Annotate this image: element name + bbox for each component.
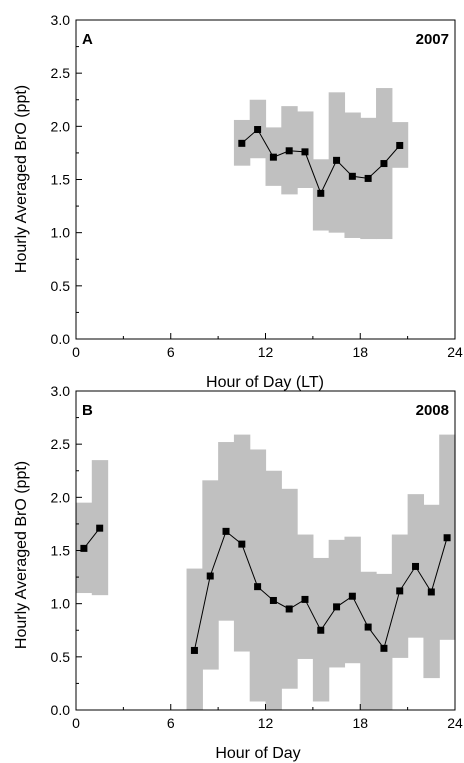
series-markers <box>80 524 451 654</box>
x-tick-label: 24 <box>447 344 463 360</box>
y-tick-label: 2.5 <box>51 436 71 452</box>
ticks: 0 6 12 18 24 0.0 0.5 1.0 1.5 2.0 2.5 3.0 <box>51 12 463 360</box>
data-point <box>222 527 230 535</box>
y-tick-label: 0.5 <box>51 649 71 665</box>
data-point <box>269 596 277 604</box>
y-tick-label: 1.5 <box>51 172 71 188</box>
y-tick-label: 0.0 <box>51 702 71 718</box>
data-point <box>254 126 262 134</box>
data-point <box>254 583 262 591</box>
y-tick-label: 0.5 <box>51 278 71 294</box>
data-point <box>80 544 88 552</box>
data-point <box>96 524 104 532</box>
data-point <box>427 588 435 596</box>
x-tick-label: 18 <box>352 715 368 731</box>
y-tick-label: 1.0 <box>51 225 71 241</box>
x-axis-title: Hour of Day (LT) <box>206 374 324 391</box>
data-point <box>333 156 341 164</box>
data-point <box>348 172 356 180</box>
y-axis-title: Hourly Averaged BrO (ppt) <box>13 461 30 649</box>
range-band-block <box>281 488 298 689</box>
x-tick-label: 0 <box>72 344 80 360</box>
data-point <box>317 626 325 634</box>
range-band-block <box>249 449 267 702</box>
data-point <box>206 572 214 580</box>
data-point <box>285 605 293 613</box>
range-band-block <box>376 573 393 710</box>
y-tick-label: 2.0 <box>51 118 71 134</box>
panel-label: B <box>82 402 93 419</box>
range-band <box>76 434 456 710</box>
y-tick-label: 3.0 <box>51 383 71 399</box>
x-tick-label: 18 <box>352 344 368 360</box>
data-point <box>380 160 388 168</box>
data-point <box>364 623 372 631</box>
x-axis-title: Hour of Day <box>215 745 300 762</box>
range-band-block <box>344 536 361 664</box>
data-point <box>269 153 277 161</box>
data-point <box>190 646 198 654</box>
range-band-block <box>265 470 282 710</box>
year-annotation: 2008 <box>416 402 449 419</box>
data-point <box>238 540 246 548</box>
x-tick-label: 12 <box>258 715 274 731</box>
y-tick-label: 0.0 <box>51 331 71 347</box>
data-point <box>301 595 309 603</box>
data-point <box>317 189 325 197</box>
data-point <box>238 139 246 147</box>
data-point <box>364 174 372 182</box>
ticks: 0 6 12 18 24 0.0 0.5 1.0 1.5 2.0 2.5 3.0 <box>51 383 463 731</box>
panel-a: 0 6 12 18 24 0.0 0.5 1.0 1.5 2.0 2.5 3.0 A 2007 Hou… <box>13 12 463 391</box>
data-point <box>333 603 341 611</box>
y-tick-label: 2.5 <box>51 65 71 81</box>
x-tick-label: 12 <box>258 344 274 360</box>
data-point <box>412 562 420 570</box>
data-point <box>396 587 404 595</box>
y-axis-title: Hourly Averaged BrO (ppt) <box>13 85 30 273</box>
range-band-block <box>186 568 203 710</box>
data-point <box>396 141 404 149</box>
data-point <box>301 148 309 156</box>
year-annotation: 2007 <box>416 31 449 48</box>
x-tick-label: 6 <box>167 715 175 731</box>
series-markers <box>238 126 404 197</box>
y-tick-label: 1.5 <box>51 543 71 559</box>
panel-b: 0 6 12 18 24 0.0 0.5 1.0 1.5 2.0 2.5 3.0 B 2008 Hou… <box>13 383 463 762</box>
y-tick-label: 3.0 <box>51 12 71 28</box>
panel-label: A <box>82 31 93 48</box>
data-point <box>285 147 293 155</box>
data-point <box>443 534 451 542</box>
data-point <box>380 644 388 652</box>
data-point <box>348 592 356 600</box>
y-tick-label: 2.0 <box>51 489 71 505</box>
x-tick-label: 6 <box>167 344 175 360</box>
x-tick-label: 0 <box>72 715 80 731</box>
x-tick-label: 24 <box>447 715 463 731</box>
range-band-block <box>360 571 377 710</box>
range-band-block <box>391 534 409 658</box>
y-tick-label: 1.0 <box>51 596 71 612</box>
